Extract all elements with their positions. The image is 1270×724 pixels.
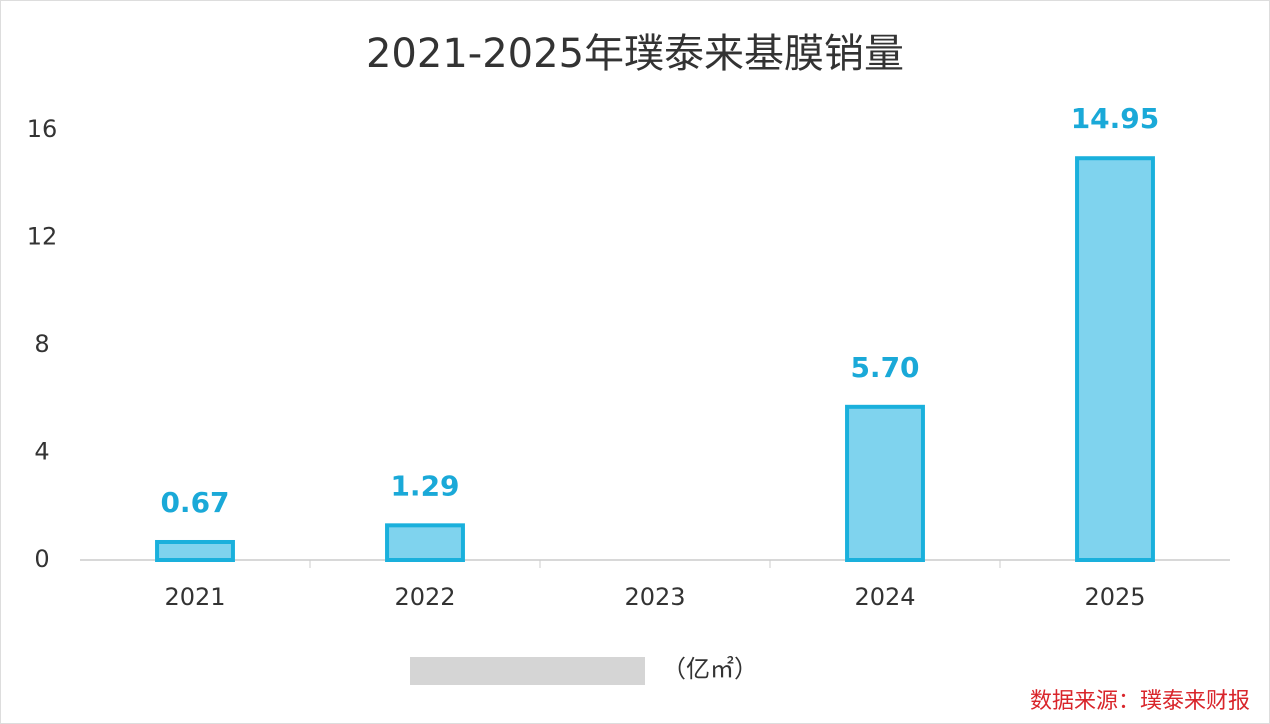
source-note: 数据来源：璞泰来财报 (1030, 689, 1250, 714)
bar (1075, 156, 1155, 562)
y-tick-label: 16 (27, 115, 58, 143)
y-tick-label: 0 (34, 545, 49, 573)
x-tick-label: 2022 (394, 583, 455, 611)
bar (845, 404, 925, 562)
value-label: 5.70 (850, 351, 919, 384)
x-tick-label: 2025 (1084, 583, 1145, 611)
unit-label: （亿㎡） (662, 655, 758, 683)
y-tick-label: 4 (34, 438, 49, 466)
legend-smudge (410, 657, 645, 685)
chart-title: 2021-2025年璞泰来基膜销量 (366, 31, 904, 77)
y-tick-label: 12 (27, 223, 58, 251)
bar (155, 539, 235, 563)
value-label: 1.29 (390, 469, 459, 502)
x-tick-label: 2023 (624, 583, 685, 611)
value-label: 14.95 (1071, 102, 1160, 135)
x-tick-label: 2021 (164, 583, 225, 611)
x-tick-label: 2024 (854, 583, 915, 611)
value-label: 0.67 (160, 486, 229, 519)
y-tick-label: 8 (34, 330, 49, 358)
bar (385, 523, 465, 562)
